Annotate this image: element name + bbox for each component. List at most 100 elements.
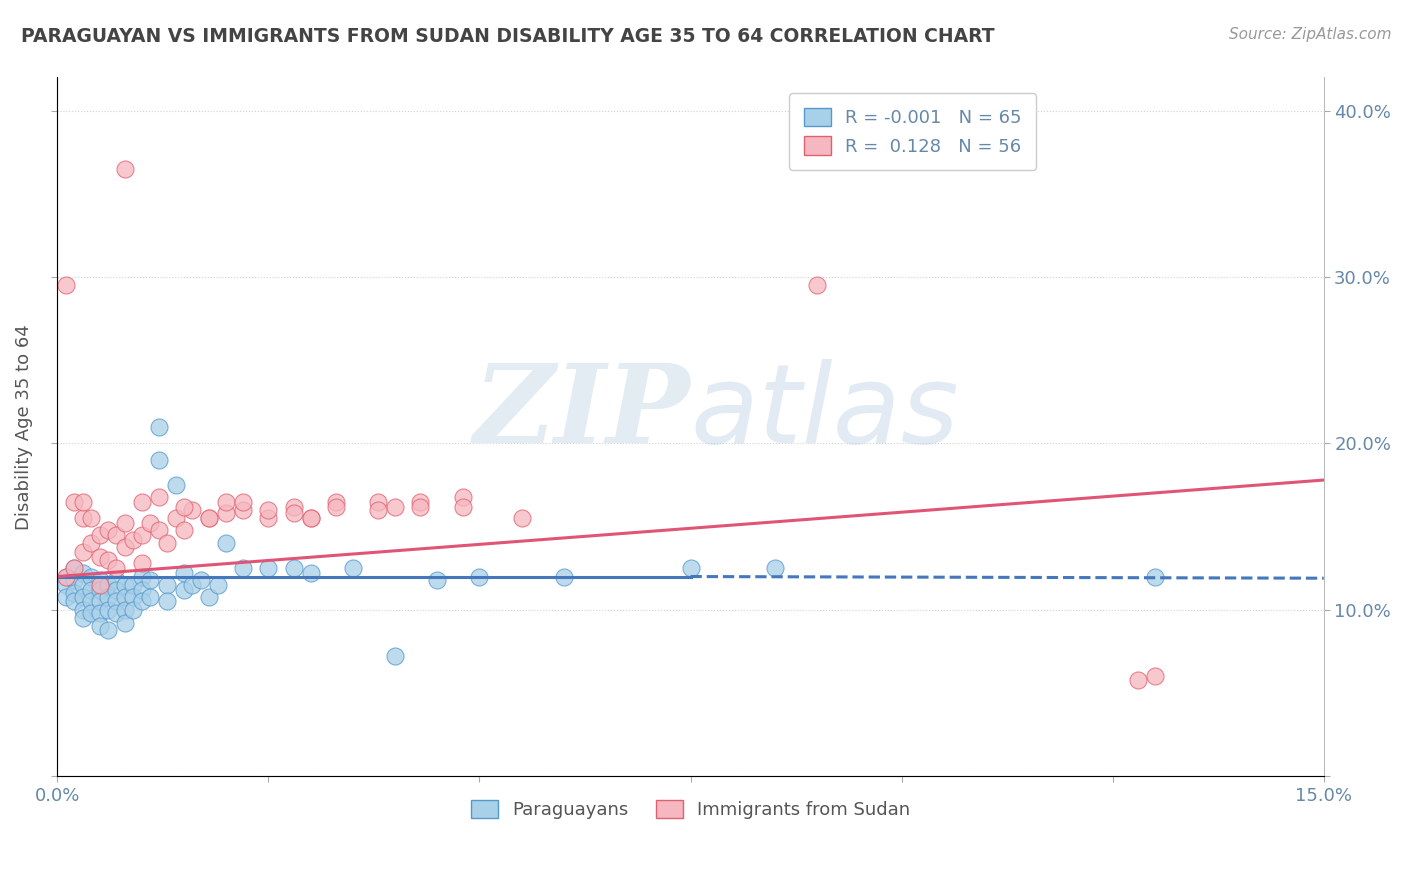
Point: [148, 490, 170, 504]
Point: [257, 511, 280, 525]
Point: [257, 561, 280, 575]
Point: [148, 453, 170, 467]
Point: [207, 578, 229, 592]
Point: [89, 606, 111, 620]
Point: [114, 603, 136, 617]
Point: [426, 573, 449, 587]
Point: [105, 573, 128, 587]
Point: [190, 573, 212, 587]
Point: [122, 603, 145, 617]
Point: [80, 594, 103, 608]
Point: [510, 511, 533, 525]
Point: [97, 523, 120, 537]
Point: [367, 503, 389, 517]
Point: [72, 566, 94, 581]
Point: [283, 561, 305, 575]
Point: [173, 500, 195, 514]
Point: [63, 494, 86, 508]
Point: [299, 566, 322, 581]
Point: [156, 594, 179, 608]
Point: [131, 569, 153, 583]
Point: [384, 500, 406, 514]
Point: [325, 494, 347, 508]
Point: [97, 553, 120, 567]
Point: [105, 594, 128, 608]
Point: [165, 478, 187, 492]
Point: [148, 523, 170, 537]
Point: [173, 523, 195, 537]
Point: [384, 649, 406, 664]
Point: [232, 561, 254, 575]
Point: [283, 506, 305, 520]
Point: [80, 511, 103, 525]
Point: [89, 578, 111, 592]
Point: [89, 594, 111, 608]
Point: [763, 561, 786, 575]
Point: [72, 511, 94, 525]
Point: [156, 578, 179, 592]
Point: [1126, 673, 1149, 687]
Point: [156, 536, 179, 550]
Point: [89, 528, 111, 542]
Point: [105, 582, 128, 597]
Point: [409, 500, 432, 514]
Text: atlas: atlas: [690, 359, 959, 467]
Point: [131, 556, 153, 570]
Text: ZIP: ZIP: [474, 359, 690, 467]
Point: [232, 503, 254, 517]
Point: [131, 528, 153, 542]
Point: [72, 544, 94, 558]
Point: [131, 582, 153, 597]
Point: [55, 278, 77, 293]
Point: [215, 494, 238, 508]
Point: [63, 561, 86, 575]
Point: [80, 582, 103, 597]
Point: [97, 578, 120, 592]
Point: [55, 569, 77, 583]
Point: [114, 161, 136, 176]
Point: [89, 619, 111, 633]
Point: [63, 594, 86, 608]
Point: [679, 561, 702, 575]
Point: [114, 616, 136, 631]
Point: [553, 569, 575, 583]
Point: [55, 578, 77, 592]
Point: [80, 606, 103, 620]
Point: [409, 494, 432, 508]
Point: [215, 536, 238, 550]
Point: [89, 549, 111, 564]
Legend: Paraguayans, Immigrants from Sudan: Paraguayans, Immigrants from Sudan: [457, 785, 925, 833]
Point: [283, 500, 305, 514]
Point: [122, 533, 145, 547]
Point: [72, 578, 94, 592]
Point: [72, 603, 94, 617]
Point: [114, 590, 136, 604]
Point: [806, 278, 828, 293]
Text: Source: ZipAtlas.com: Source: ZipAtlas.com: [1229, 27, 1392, 42]
Point: [139, 573, 162, 587]
Point: [181, 503, 204, 517]
Point: [299, 511, 322, 525]
Point: [139, 590, 162, 604]
Point: [468, 569, 491, 583]
Point: [122, 590, 145, 604]
Point: [131, 494, 153, 508]
Point: [80, 569, 103, 583]
Point: [257, 503, 280, 517]
Point: [63, 586, 86, 600]
Point: [232, 494, 254, 508]
Point: [89, 573, 111, 587]
Point: [367, 494, 389, 508]
Point: [72, 611, 94, 625]
Point: [181, 578, 204, 592]
Point: [105, 606, 128, 620]
Point: [55, 590, 77, 604]
Point: [72, 494, 94, 508]
Point: [215, 506, 238, 520]
Point: [198, 511, 221, 525]
Point: [1143, 569, 1166, 583]
Point: [97, 590, 120, 604]
Point: [1143, 669, 1166, 683]
Point: [72, 590, 94, 604]
Point: [97, 603, 120, 617]
